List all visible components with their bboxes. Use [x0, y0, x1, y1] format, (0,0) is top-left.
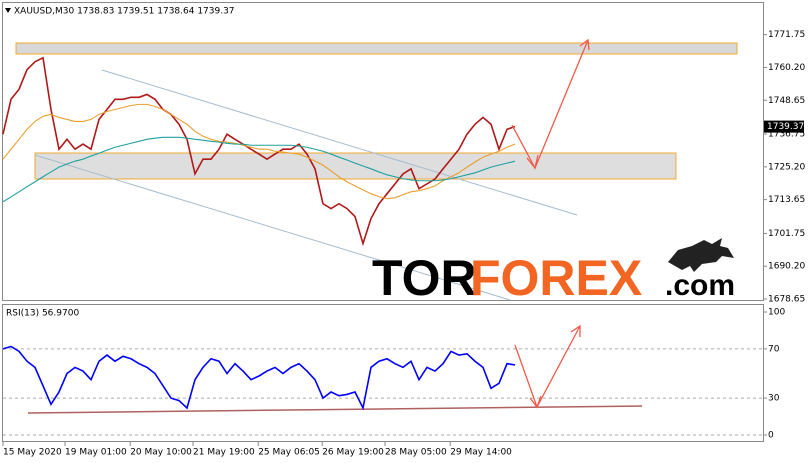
- y-tick-label: 0: [768, 431, 774, 441]
- arrow-head: [579, 38, 590, 51]
- main-panel: [2, 2, 764, 301]
- arrow-head: [526, 154, 539, 170]
- plot: 1771.75 1760.20 1748.65 1736.75 1725.20 1713.…: [2, 30, 805, 458]
- channel-lower: [34, 154, 511, 301]
- bull-icon: [668, 238, 734, 272]
- y-tick-label: 1760.20: [768, 63, 805, 73]
- x-tick-label: 15 May 2020: [3, 448, 62, 458]
- rsi-panel: [2, 304, 764, 442]
- x-tick-label: 28 May 05:00: [385, 448, 447, 458]
- resistance-zone: [15, 42, 738, 55]
- watermark-forex: FOREX: [470, 250, 642, 306]
- x-tick-label: 20 May 10:00: [130, 448, 192, 458]
- y-tick-label: 1725.20: [768, 162, 805, 172]
- y-tick-label: 1748.65: [768, 96, 805, 106]
- x-tick-label: 26 May 19:00: [322, 448, 384, 458]
- series-line: [2, 103, 516, 200]
- channel-upper: [101, 69, 578, 216]
- y-tick-label: 1690.20: [768, 262, 805, 272]
- arrow-head: [570, 324, 581, 337]
- rsi-title: RSI(13) 56.9700: [6, 309, 79, 319]
- x-tick-label: 21 May 19:00: [193, 448, 255, 458]
- series-line: [2, 345, 516, 411]
- y-tick-label: 1713.65: [768, 195, 805, 205]
- price-tag-label: 1739.37: [767, 122, 804, 132]
- y-tick-label: 1701.75: [768, 229, 805, 239]
- menu-triangle: [5, 8, 11, 13]
- y-tick-label: 1736.75: [768, 130, 805, 140]
- watermark: TOR FOREX .com: [372, 238, 735, 306]
- watermark-tor: TOR: [372, 250, 477, 306]
- drawings: [15, 42, 738, 414]
- x-tick-label: 29 May 14:00: [450, 448, 512, 458]
- y-tick-label: 70: [768, 344, 780, 354]
- y-tick-label: 1678.65: [768, 295, 805, 305]
- x-tick-label: 19 May 01:00: [65, 448, 127, 458]
- y-tick-label: 100: [768, 308, 785, 318]
- watermark-com: .com: [665, 269, 735, 302]
- series-line: [2, 136, 516, 203]
- y-tick-label: 1771.75: [768, 30, 805, 40]
- rsi-trendline: [27, 405, 643, 414]
- forecast-arrows: [511, 38, 590, 409]
- price-tag: [764, 120, 804, 133]
- y-tick-label: 30: [768, 394, 780, 404]
- chart-title: XAUUSD,M30 1738.83 1739.51 1738.64 1739.…: [14, 7, 235, 17]
- support-zone: [34, 152, 677, 180]
- series-line: [2, 56, 516, 247]
- x-tick-label: 25 May 06:05: [258, 448, 320, 458]
- arrow-head: [529, 395, 542, 409]
